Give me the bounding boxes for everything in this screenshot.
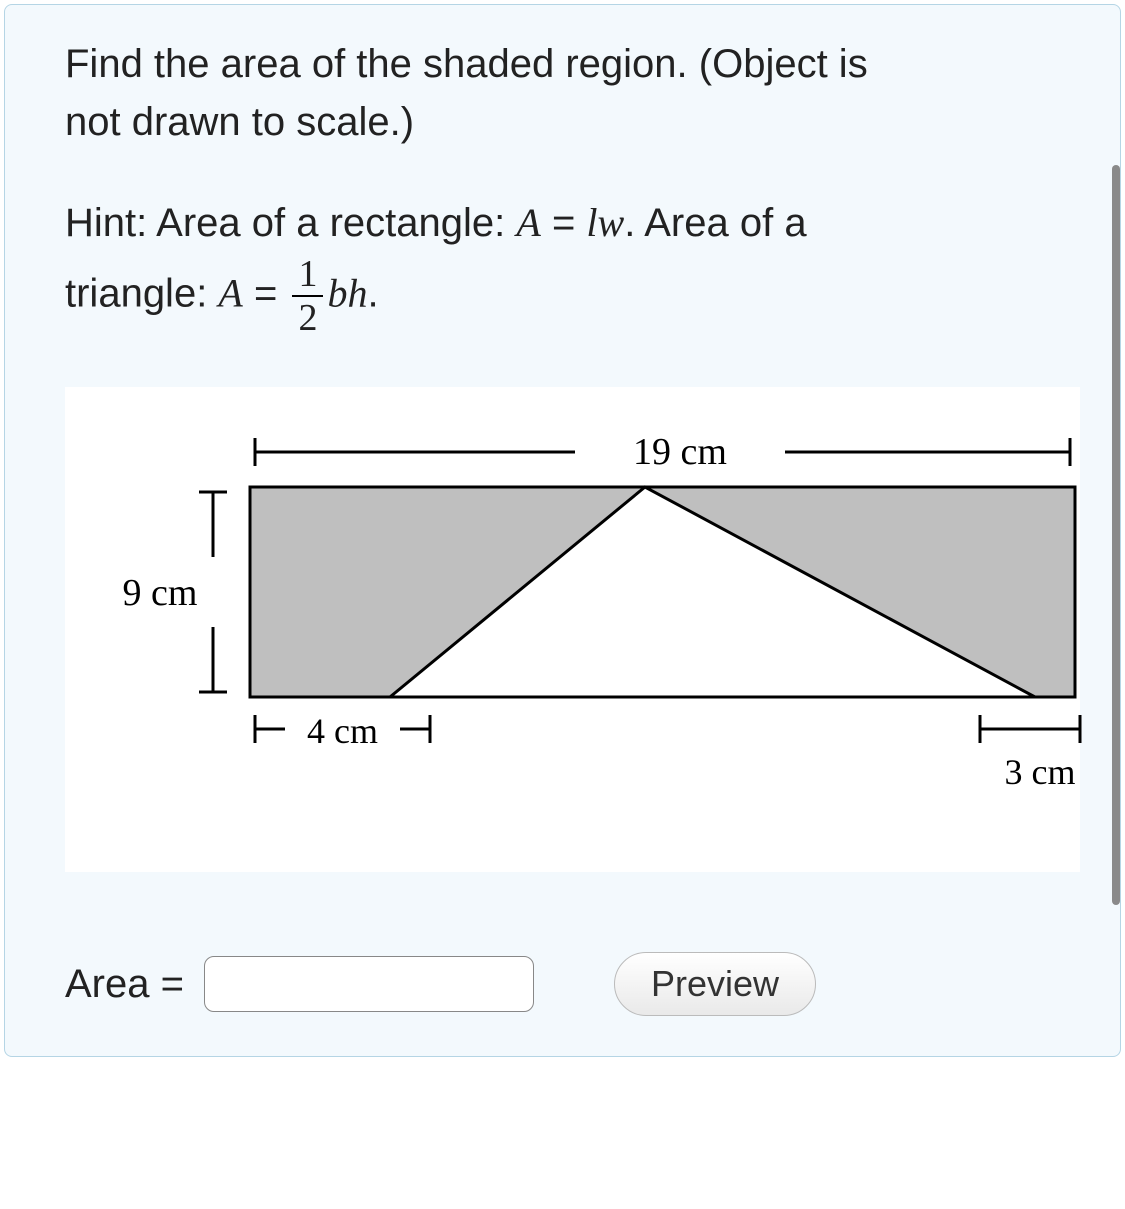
hint-eq-1: = <box>552 201 586 245</box>
hint-period: . <box>367 272 378 316</box>
scrollbar-thumb[interactable] <box>1112 165 1120 905</box>
question-text: Find the area of the shaded region. (Obj… <box>65 35 1080 151</box>
answer-row: Area = Preview <box>65 952 1080 1016</box>
question-line-1: Find the area of the shaded region. (Obj… <box>65 42 868 86</box>
hint-lw: lw <box>586 200 624 245</box>
preview-button[interactable]: Preview <box>614 952 816 1016</box>
hint-bh: bh <box>327 271 367 316</box>
svg-text:19 cm: 19 cm <box>633 431 727 473</box>
scrollbar-track[interactable] <box>1112 5 1120 1056</box>
diagram-container: 19 cm 9 cm 4 cm 3 cm <box>65 387 1080 872</box>
question-line-2: not drawn to scale.) <box>65 100 414 144</box>
hint-A-2: A <box>218 271 242 316</box>
hint-A-1: A <box>516 200 540 245</box>
hint-part2: . Area of a <box>624 201 806 245</box>
hint-part1: Hint: Area of a rectangle: <box>65 201 516 245</box>
hint-text: Hint: Area of a rectangle: A = lw. Area … <box>65 191 1080 337</box>
svg-text:4 cm: 4 cm <box>307 711 378 751</box>
fraction-den: 2 <box>292 297 323 337</box>
hint-eq-2: = <box>254 272 288 316</box>
fraction-num: 1 <box>292 255 323 297</box>
fraction-half: 1 2 <box>292 255 323 337</box>
shaded-region-diagram: 19 cm 9 cm 4 cm 3 cm <box>95 417 1105 837</box>
svg-text:3 cm: 3 cm <box>1005 752 1076 792</box>
area-input[interactable] <box>204 956 534 1012</box>
svg-text:9 cm: 9 cm <box>123 572 198 614</box>
area-label: Area = <box>65 962 184 1007</box>
hint-part3: triangle: <box>65 272 218 316</box>
question-card: Find the area of the shaded region. (Obj… <box>4 4 1121 1057</box>
